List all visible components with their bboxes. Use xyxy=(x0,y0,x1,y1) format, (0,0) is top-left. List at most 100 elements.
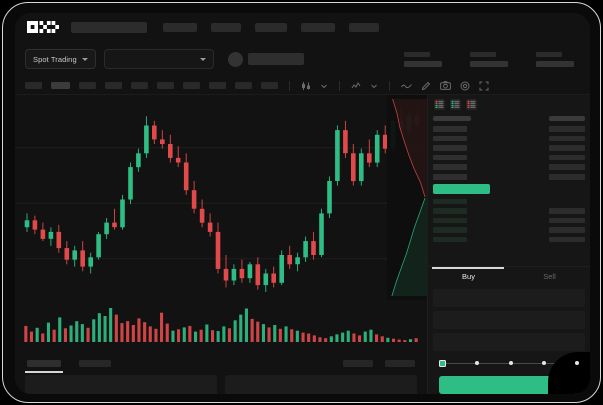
toolbar-divider xyxy=(339,80,340,91)
tab-order-history[interactable] xyxy=(79,359,111,367)
timeframe-chip-1[interactable] xyxy=(25,82,42,89)
total-field[interactable] xyxy=(433,333,585,351)
table-row[interactable] xyxy=(433,143,585,153)
timeframe-chip-8[interactable] xyxy=(209,82,226,89)
slider-stop-75[interactable] xyxy=(541,361,546,365)
slider-stops xyxy=(439,359,579,367)
chart-toolbar xyxy=(15,77,590,95)
fullscreen-icon[interactable] xyxy=(479,81,489,91)
nav-item-3[interactable] xyxy=(255,22,287,32)
table-row[interactable] xyxy=(433,172,585,182)
stat-value xyxy=(404,60,442,67)
tab-open-orders[interactable] xyxy=(25,359,63,373)
market-type-selector[interactable]: Spot Trading xyxy=(25,49,96,69)
order-book[interactable] xyxy=(428,114,590,266)
okx-logo[interactable] xyxy=(27,21,61,33)
nav-item-5[interactable] xyxy=(349,22,379,32)
table-row[interactable] xyxy=(433,206,585,216)
last-price-row xyxy=(433,184,585,195)
orderbook-buy-icon[interactable] xyxy=(450,99,461,110)
orderbook-mixed-icon[interactable] xyxy=(434,99,445,110)
stat-label xyxy=(470,51,496,57)
order-panel-column: Buy Sell xyxy=(427,95,590,394)
bottom-panel-left[interactable] xyxy=(25,375,217,394)
table-row[interactable] xyxy=(433,162,585,172)
timeframe-chip-3[interactable] xyxy=(79,82,96,89)
nav-item-2[interactable] xyxy=(211,22,241,32)
table-row[interactable] xyxy=(433,235,585,245)
pencil-icon[interactable] xyxy=(421,81,431,91)
orderbook-col-price xyxy=(433,116,471,121)
amount-percent-slider[interactable] xyxy=(439,355,579,371)
bottom-action-1[interactable] xyxy=(343,359,373,367)
settings-icon[interactable] xyxy=(460,81,470,91)
orderbook-header xyxy=(433,116,585,121)
price-field[interactable] xyxy=(433,289,585,307)
search-input[interactable] xyxy=(71,21,147,33)
market-stat-1 xyxy=(404,51,442,67)
table-row[interactable] xyxy=(433,225,585,235)
slider-stop-100[interactable] xyxy=(575,361,579,365)
toolbar-divider xyxy=(289,80,290,91)
orderbook-price xyxy=(433,135,467,142)
bottom-panel-right[interactable] xyxy=(225,375,417,394)
table-row[interactable] xyxy=(433,124,585,134)
bottom-panels xyxy=(15,375,427,394)
orderbook-size xyxy=(549,217,585,224)
pair-bar: Spot Trading xyxy=(15,41,590,77)
toolbar-divider xyxy=(389,80,390,91)
candlestick-icon[interactable] xyxy=(301,81,311,91)
chevron-down-icon[interactable] xyxy=(370,82,378,90)
table-row[interactable] xyxy=(433,134,585,144)
timeframe-chip-7[interactable] xyxy=(183,82,200,89)
chevron-down-icon[interactable] xyxy=(320,82,328,90)
bottom-action-2[interactable] xyxy=(385,359,415,367)
timeframe-chip-4[interactable] xyxy=(105,82,122,89)
slider-stop-50[interactable] xyxy=(508,361,513,365)
nav-item-1[interactable] xyxy=(163,22,197,32)
pair-name-label xyxy=(247,53,304,65)
tab-buy[interactable]: Buy xyxy=(462,272,475,281)
candlestick-chart[interactable] xyxy=(15,95,427,300)
top-navigation-bar xyxy=(15,13,590,41)
stat-label xyxy=(536,51,562,57)
table-row[interactable] xyxy=(433,153,585,163)
orderbook-size xyxy=(549,135,585,142)
market-stat-3 xyxy=(536,51,574,67)
market-type-label: Spot Trading xyxy=(33,54,77,64)
indicator-icon[interactable] xyxy=(351,81,361,91)
line-tool-icon[interactable] xyxy=(401,82,412,90)
amount-field[interactable] xyxy=(433,311,585,329)
nav-item-4[interactable] xyxy=(301,22,335,32)
tab-sell[interactable]: Sell xyxy=(543,272,556,281)
main-area: Buy Sell xyxy=(15,95,590,394)
timeframe-chip-10[interactable] xyxy=(261,82,278,89)
orderbook-size xyxy=(549,145,585,151)
stat-value xyxy=(536,60,574,67)
orderbook-price xyxy=(433,174,467,180)
table-row[interactable] xyxy=(433,216,585,226)
chart-column xyxy=(15,95,427,394)
orderbook-sell-icon[interactable] xyxy=(466,99,477,110)
timeframe-chip-9[interactable] xyxy=(235,82,252,89)
orderbook-price xyxy=(433,227,467,233)
camera-icon[interactable] xyxy=(440,81,451,90)
bottom-tab-bar xyxy=(15,353,427,373)
timeframe-chip-2[interactable] xyxy=(51,82,70,89)
timeframe-chip-5[interactable] xyxy=(131,82,148,89)
slider-handle[interactable] xyxy=(439,359,446,367)
table-row[interactable] xyxy=(433,197,585,207)
market-stat-2 xyxy=(470,51,508,67)
submit-order-button[interactable] xyxy=(439,376,579,394)
orderbook-size xyxy=(549,126,585,132)
trading-pair-selector[interactable] xyxy=(103,49,214,69)
tablet-screen: Spot Trading xyxy=(15,13,590,394)
volume-histogram xyxy=(15,300,427,350)
orderbook-price xyxy=(433,164,467,170)
orderbook-size xyxy=(549,208,585,214)
timeframe-chip-6[interactable] xyxy=(157,82,174,89)
orderbook-col-size xyxy=(549,116,585,121)
slider-stop-25[interactable] xyxy=(475,361,480,365)
last-price-badge xyxy=(433,184,490,195)
